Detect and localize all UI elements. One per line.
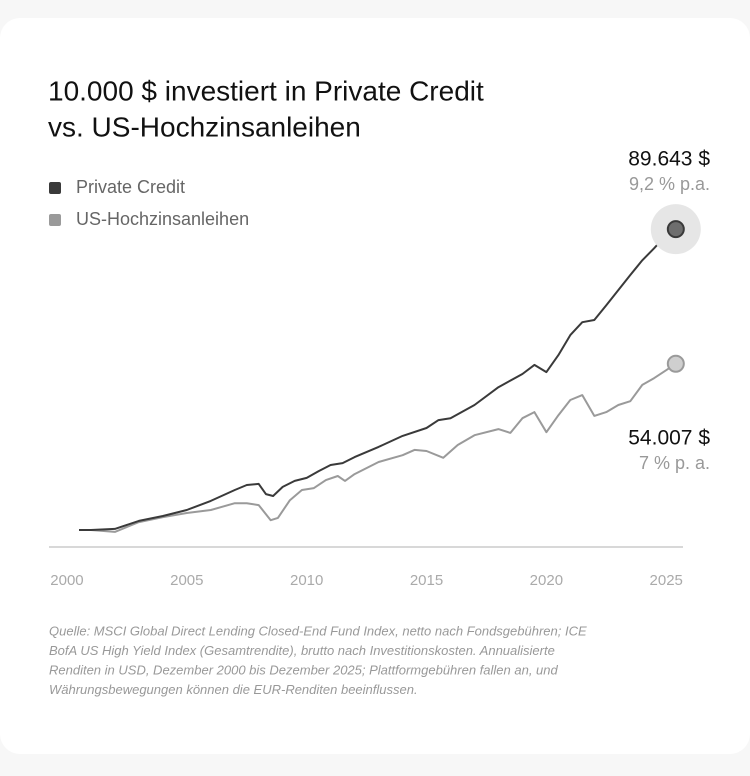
series-line (79, 228, 677, 531)
x-tick-label: 2000 (50, 572, 83, 589)
legend-label: Private Credit (76, 177, 185, 197)
end-value-label: 54.007 $ (628, 427, 710, 450)
source-note: Renditen in USD, Dezember 2000 bis Dezem… (49, 662, 559, 677)
x-tick-label: 2025 (650, 572, 683, 589)
x-tick-label: 2010 (290, 572, 323, 589)
card (0, 18, 750, 754)
chart-title: vs. US-Hochzinsanleihen (48, 111, 361, 142)
end-value-label: 89.643 $ (628, 148, 710, 171)
end-point (666, 354, 685, 373)
x-tick-label: 2020 (530, 572, 563, 589)
source-note: BofA US High Yield Index (Gesamtrendite)… (49, 643, 555, 658)
source-note: Quelle: MSCI Global Direct Lending Close… (49, 623, 587, 638)
chart-title: 10.000 $ investiert in Private Credit (48, 75, 484, 106)
legend-label: US-Hochzinsanleihen (76, 209, 249, 229)
x-tick-label: 2005 (170, 572, 203, 589)
series-line (79, 362, 677, 533)
legend-swatch (49, 182, 61, 194)
end-point (666, 220, 685, 239)
x-tick-label: 2015 (410, 572, 443, 589)
legend-swatch (49, 214, 61, 226)
source-note: Währungsbewegungen können die EUR-Rendit… (49, 682, 418, 697)
return-label: 7 % p. a. (639, 453, 710, 473)
return-label: 9,2 % p.a. (629, 174, 710, 194)
